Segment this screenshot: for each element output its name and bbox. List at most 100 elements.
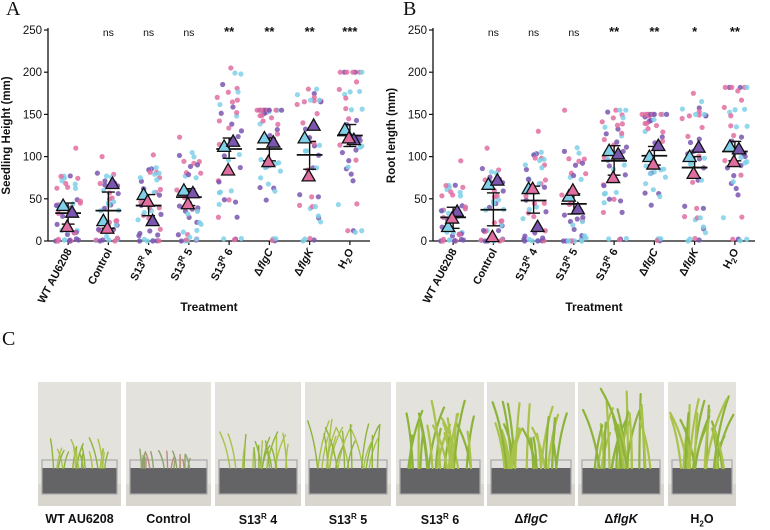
data-point [542,177,549,183]
seedling-leaf [150,450,155,469]
data-point [644,120,650,126]
seedling-leaf [181,458,185,469]
seedling-leaf [407,409,424,470]
data-point [739,214,745,220]
data-point [535,128,541,134]
seedling-leaf [365,425,380,469]
data-point [685,133,691,140]
data-point [619,130,625,136]
replicate-mean-triangle [306,117,322,131]
data-point [566,156,572,162]
seedling-leaf [679,418,697,470]
data-point [175,232,181,238]
data-point [700,224,707,230]
data-point [729,84,735,90]
data-point [650,187,656,193]
data-point [460,184,466,190]
seedling-photo [38,382,121,506]
seedling-leaf [88,437,99,469]
seedling-leaf [241,445,246,469]
data-point [486,204,493,210]
data-point [194,227,200,233]
data-point [106,190,112,196]
seedling-photo-drawing [668,382,736,506]
data-point [221,153,227,159]
data-point [645,126,651,132]
replicate-mean-triangle [731,141,747,155]
replicate-mean-triangle [297,130,313,144]
data-point [232,70,238,76]
seedling-leaf [284,443,289,469]
x-tick-label: S13R 6 [207,246,236,283]
data-point [606,236,612,242]
data-point [348,171,354,177]
y-tick-label: 0 [36,236,42,248]
significance-label: ns [143,27,154,39]
data-point [183,237,189,243]
significance-label: ns [568,27,579,39]
data-point [150,152,156,158]
data-point [353,157,359,163]
y-tick-label: 200 [408,67,427,79]
data-point [610,115,616,121]
data-point [611,196,617,202]
data-point [260,118,266,124]
data-point [522,162,528,168]
data-point [336,86,342,93]
significance-label: * [692,24,698,39]
y-tick-label: 100 [23,152,42,164]
data-point [62,237,68,243]
data-point [537,157,543,164]
plastic-container [129,459,208,495]
data-point [177,134,183,140]
significance-label: ** [649,24,660,39]
seedling-photo [578,382,664,506]
data-point [198,170,204,176]
data-point [226,125,232,131]
replicate-mean-triangle [650,137,666,152]
seedling-leaf [539,405,554,470]
data-point [721,104,727,111]
data-point [744,84,750,91]
seedling-photo-drawing [578,382,664,506]
data-point [452,182,458,188]
data-point [738,134,745,140]
data-point [580,214,586,220]
data-point [696,136,702,142]
replicate-mean-triangle [484,228,500,243]
replicate-mean-triangle [301,168,317,182]
photo-label: S13R 5 [295,512,401,527]
seedling-leaf [611,415,623,470]
data-point [448,189,454,195]
seedling-leaf [712,395,730,470]
data-point [158,211,164,217]
data-point [479,165,485,172]
seedling-leaf [227,433,237,469]
data-point [523,166,530,173]
data-point [238,128,245,134]
x-tick-label: Control [471,247,500,287]
data-point [693,111,699,117]
seedling-leaf [321,433,330,469]
replicate-mean-triangle [55,197,71,212]
data-point [722,84,728,90]
data-point [274,127,280,133]
data-point [73,145,79,151]
data-point [94,170,100,176]
photo-label-sup: R [261,512,267,521]
data-point [565,238,571,244]
data-point [457,193,464,199]
data-point [701,111,707,117]
seedling-leaf [603,421,607,470]
significance-label: ns [488,27,499,39]
data-point [272,188,278,194]
data-point [337,142,343,148]
significance-label: ns [528,27,539,39]
photo-label-main: S13 [328,513,352,528]
seedling-leaf [328,426,344,469]
seedling-leaf [431,424,449,470]
data-point [347,89,353,95]
data-point [620,115,626,121]
data-point [664,111,670,117]
data-point [335,201,341,208]
